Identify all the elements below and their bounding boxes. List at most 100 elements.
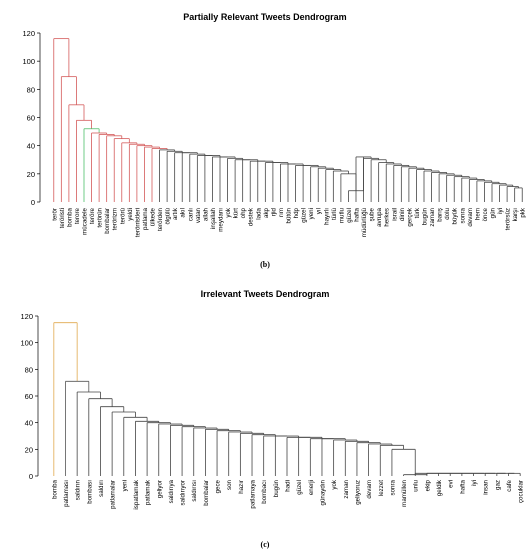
leaf-label: iyi: [471, 480, 478, 486]
dendrogram-b-plot: 0 20 40 60 80 100 120 terör teröristi bomba terore…: [22, 29, 526, 237]
leaf-label: terore: [74, 207, 81, 224]
chart-title: Partially Relevant Tweets Dendrogram: [183, 12, 347, 22]
leaf-label: enerji: [308, 480, 315, 495]
y-tick-label: 80: [27, 85, 35, 94]
y-tick-label: 40: [25, 419, 33, 428]
leaf-label: mamüllen: [401, 479, 408, 506]
y-tick-label: 80: [25, 365, 33, 374]
leaf-label: güzel: [296, 480, 303, 495]
leaf-label: bomba: [51, 479, 58, 498]
leaf-label: bütün: [286, 207, 293, 223]
leaf-label: barış: [437, 208, 444, 222]
y-tick-label: 100: [20, 339, 33, 348]
leaf-label: gaz: [494, 480, 501, 490]
leaf-label: mutlu: [338, 207, 345, 223]
leaf-label: patlama: [142, 207, 149, 230]
leaf-label: terörsüz: [505, 208, 512, 230]
dendrogram-panel-b: Partially Relevant Tweets Dendrogram 0 20…: [22, 12, 526, 269]
leaf-label: zaman: [429, 207, 436, 226]
leaf-label: geliyor: [156, 480, 163, 498]
leaf-label: rım: [278, 208, 285, 217]
leaf-label: akp: [263, 207, 270, 218]
leaf-label: hazır: [238, 480, 245, 494]
leaf-label: dinin: [399, 207, 406, 221]
leaf-label: zaman: [343, 479, 350, 498]
leaf-label: saldırı: [98, 480, 105, 497]
leaf-label: hem: [474, 208, 481, 220]
y-tick-label: 120: [22, 29, 35, 38]
leaf-label: müdürlüğü: [361, 207, 368, 237]
leaf-label: vatan: [195, 207, 202, 223]
y-tick-label: 20: [27, 170, 35, 179]
leaf-label: bombalar: [203, 480, 210, 506]
leaf-label: dolu: [444, 207, 451, 219]
leaf-label: saldırın: [75, 479, 82, 500]
leaf-label: mücadele: [82, 207, 89, 234]
leaf-label: artık: [172, 207, 179, 220]
leaf-label: rjid: [270, 207, 277, 216]
leaf-label: insan: [483, 479, 490, 494]
leaf-label: patlamak: [145, 479, 152, 505]
leaf-label: evi: [448, 480, 455, 488]
leaf-label: önce: [482, 207, 489, 221]
leaf-label: bugün: [273, 479, 280, 497]
leaf-label: lada: [255, 207, 262, 219]
leaf-label: saldırıya: [168, 479, 175, 503]
dendrogram-c-plot: 0 20 40 60 80 100 120 bomba patlaması saldırın bom…: [20, 312, 524, 510]
y-tick-label: 0: [31, 198, 35, 207]
y-tick-label: 120: [20, 312, 33, 321]
leaf-label: terörizm: [112, 208, 119, 230]
leaf-label: ekip: [424, 479, 431, 491]
leaf-label: patlaması: [63, 480, 70, 507]
leaf-label: allah: [202, 207, 209, 221]
leaf-label: lezzet: [378, 480, 385, 496]
leaf-label: iyi: [497, 208, 504, 214]
leaf-label: geliyoruz: [354, 480, 361, 505]
leaf-label: teröre: [89, 207, 96, 224]
leaf-label: terörün: [97, 207, 104, 227]
leaf-label: meydanı: [218, 208, 225, 232]
leaf-label: yeni: [308, 208, 315, 219]
leaf-label: yeldi: [127, 208, 134, 221]
leaf-label: bugün: [422, 207, 429, 225]
leaf-label: ölgülü: [165, 207, 172, 224]
leaf-label: son: [226, 479, 233, 490]
leaf-label: sonra: [459, 207, 466, 223]
leaf-label: inşallah: [210, 207, 217, 229]
leaf-label: gerçek: [406, 207, 413, 226]
leaf-label: saldırısı: [191, 480, 198, 502]
panel-caption: (b): [260, 260, 270, 269]
leaf-label: geldik: [436, 479, 443, 496]
leaf-label: ülkede: [150, 207, 157, 226]
leaf-label: hdp: [293, 207, 300, 218]
y-tick-label: 20: [25, 445, 33, 454]
leaf-label: cafe: [506, 479, 513, 491]
leaf-label: teröristi: [59, 208, 66, 228]
leaf-label: terörden: [157, 207, 164, 231]
y-tick-label: 0: [29, 472, 33, 481]
leaf-label: akıl: [180, 208, 187, 218]
dendrogram-panel-c: Irrelevant Tweets Dendrogram 0 20 40 60 80 10…: [0, 283, 530, 550]
leaf-label: sonra: [389, 479, 396, 495]
leaf-label: hafta: [459, 479, 466, 493]
leaf-label: ispatlamak: [133, 479, 140, 509]
leaf-label: yok: [225, 207, 232, 218]
leaf-label: bombası: [86, 480, 93, 504]
leaf-label: canlı: [187, 208, 194, 221]
leaf-label: şube: [369, 207, 376, 221]
leaf-label: güzel: [301, 208, 308, 223]
leaf-label: bombacı: [261, 480, 268, 504]
leaf-label: herkes: [384, 208, 391, 227]
leaf-label: hadi: [285, 480, 292, 492]
leaf-label: destek: [248, 207, 255, 226]
leaf-label: günaydın: [319, 479, 326, 505]
leaf-label: kürt: [233, 208, 240, 219]
leaf-label: devam: [467, 208, 474, 227]
leaf-label: avrupa: [376, 207, 383, 226]
leaf-label: yeni: [121, 480, 128, 491]
leaf-label: terör: [51, 208, 58, 221]
leaf-label: gece: [215, 479, 222, 493]
y-tick-label: 60: [27, 114, 35, 123]
leaf-label: türk: [414, 207, 421, 218]
leaf-label: terörü: [119, 207, 126, 224]
